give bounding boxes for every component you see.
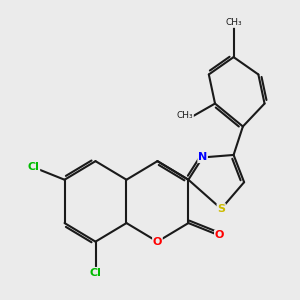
Text: CH₃: CH₃ — [225, 18, 242, 27]
Text: Cl: Cl — [90, 268, 101, 278]
Text: CH₃: CH₃ — [177, 111, 193, 120]
Text: O: O — [153, 237, 162, 247]
Text: O: O — [215, 230, 224, 241]
Text: N: N — [198, 152, 207, 162]
Text: S: S — [217, 204, 225, 214]
Text: Cl: Cl — [28, 162, 40, 172]
